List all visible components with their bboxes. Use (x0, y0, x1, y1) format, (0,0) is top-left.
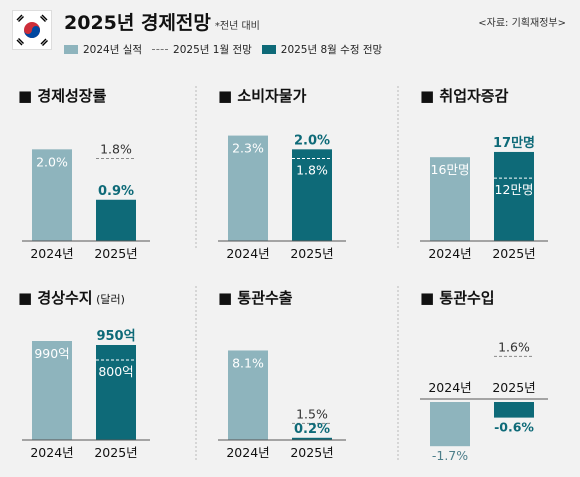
category-label: 2025년 (94, 246, 137, 261)
panel-title: ■ 취업자증감 (420, 87, 509, 105)
label-2025-jan: 1.8% (100, 142, 132, 157)
legend-item-aug: 2025년 8월 수정 전망 (261, 42, 383, 57)
label-2025-jan: 1.6% (498, 339, 530, 354)
label-2024-actual: 2.3% (232, 141, 264, 156)
label-2025-aug: 950억 (96, 329, 135, 344)
source-label: <자료: 기획재정부> (478, 18, 566, 29)
legend-label-aug: 2025년 8월 수정 전망 (280, 44, 383, 56)
label-2025-jan: 800억 (98, 364, 133, 379)
bar-2024-actual (228, 135, 268, 241)
label-2025-aug: 0.2% (294, 422, 330, 437)
label-2025-aug: 0.9% (98, 184, 134, 199)
label-2025-aug: -0.6% (494, 420, 534, 435)
legend-swatch-jan (152, 49, 169, 50)
bar-2024-actual (32, 149, 72, 241)
label-2025-jan: 1.5% (296, 406, 328, 421)
category-label: 2025년 (290, 246, 333, 261)
category-label: 2024년 (30, 246, 73, 261)
legend-swatch-actual (64, 45, 78, 54)
legend-label-jan: 2025년 1월 전망 (173, 44, 252, 56)
page-title: 2025년 경제전망 *전년 대비 (64, 12, 260, 34)
category-label: 2024년 (428, 246, 471, 261)
bar-2025-aug (292, 149, 332, 241)
category-label: 2025년 (94, 445, 137, 460)
label-2025-aug: 17만명 (493, 135, 535, 151)
panel-title: ■ 소비자물가 (218, 87, 307, 105)
category-label: 2024년 (226, 246, 269, 261)
label-2024-actual: 16만명 (431, 162, 470, 177)
bar-2025-aug (96, 199, 136, 241)
bar-2024-actual (32, 341, 72, 440)
bar-2025-aug (292, 437, 332, 440)
category-label: 2024년 (30, 445, 73, 460)
legend: 2024년 실적 2025년 1월 전망 2025년 8월 수정 전망 (64, 42, 382, 57)
category-label: 2025년 (492, 246, 535, 261)
bar-2024-actual (228, 350, 268, 440)
label-2024-actual: -1.7% (432, 448, 468, 463)
korea-flag-icon (12, 10, 52, 50)
label-2025-aug: 2.0% (294, 133, 330, 148)
legend-swatch-aug (261, 45, 276, 54)
category-label: 2024년 (226, 445, 269, 460)
category-label: 2025년 (492, 380, 535, 395)
panel-title: ■ 경제성장률 (18, 87, 107, 105)
label-2025-jan: 1.8% (296, 163, 328, 178)
label-2024-actual: 2.0% (36, 154, 68, 169)
bar-2024-actual (430, 157, 470, 241)
panel-title: ■ 경상수지 (달러) (18, 289, 125, 307)
category-label: 2025년 (290, 445, 333, 460)
panel-title: ■ 통관수입 (420, 289, 495, 307)
bar-2024-actual (430, 402, 470, 447)
bar-2025-aug (494, 151, 534, 241)
legend-item-actual: 2024년 실적 (64, 42, 142, 57)
legend-item-jan: 2025년 1월 전망 (152, 42, 252, 57)
bar-2025-aug (494, 402, 534, 418)
label-2024-actual: 8.1% (232, 355, 264, 370)
title-note: *전년 대비 (214, 21, 260, 32)
bar-2025-aug (96, 345, 136, 440)
panel-title: ■ 통관수출 (218, 289, 293, 307)
legend-label-actual: 2024년 실적 (83, 44, 143, 56)
category-label: 2024년 (428, 380, 471, 395)
label-2024-actual: 990억 (34, 346, 69, 361)
label-2025-jan: 12만명 (495, 182, 534, 197)
